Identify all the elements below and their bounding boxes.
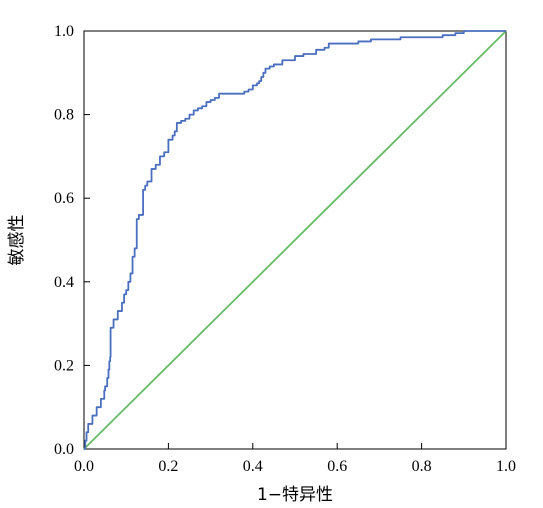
y-axis-title: 敏感性 (7, 215, 27, 266)
y-tick-label: 1.0 (54, 23, 74, 40)
plot-frame (83, 30, 507, 450)
x-tick-label: 0.4 (243, 458, 263, 475)
roc-curve-line (84, 30, 506, 450)
reference-diagonal-line (83, 30, 507, 450)
x-tick-label: 1.0 (496, 458, 516, 475)
x-tick-label: 0.0 (74, 458, 94, 475)
x-tick-label: 0.6 (327, 458, 347, 475)
y-tick-label: 0.6 (54, 190, 74, 207)
y-tick-label: 0.4 (54, 274, 74, 291)
y-tick-label: 0.8 (54, 107, 74, 124)
y-axis-ticks: 0.0 0.2 0.4 0.6 0.8 1.0 (54, 23, 90, 458)
x-axis-title: 1−特异性 (257, 485, 333, 505)
series-layer (83, 30, 507, 450)
y-tick-label: 0.2 (54, 357, 74, 374)
x-tick-label: 0.8 (412, 458, 432, 475)
y-tick-label: 0.0 (54, 441, 74, 458)
x-tick-label: 0.2 (158, 458, 178, 475)
x-axis-ticks: 0.0 0.2 0.4 0.6 0.8 1.0 (74, 443, 516, 475)
